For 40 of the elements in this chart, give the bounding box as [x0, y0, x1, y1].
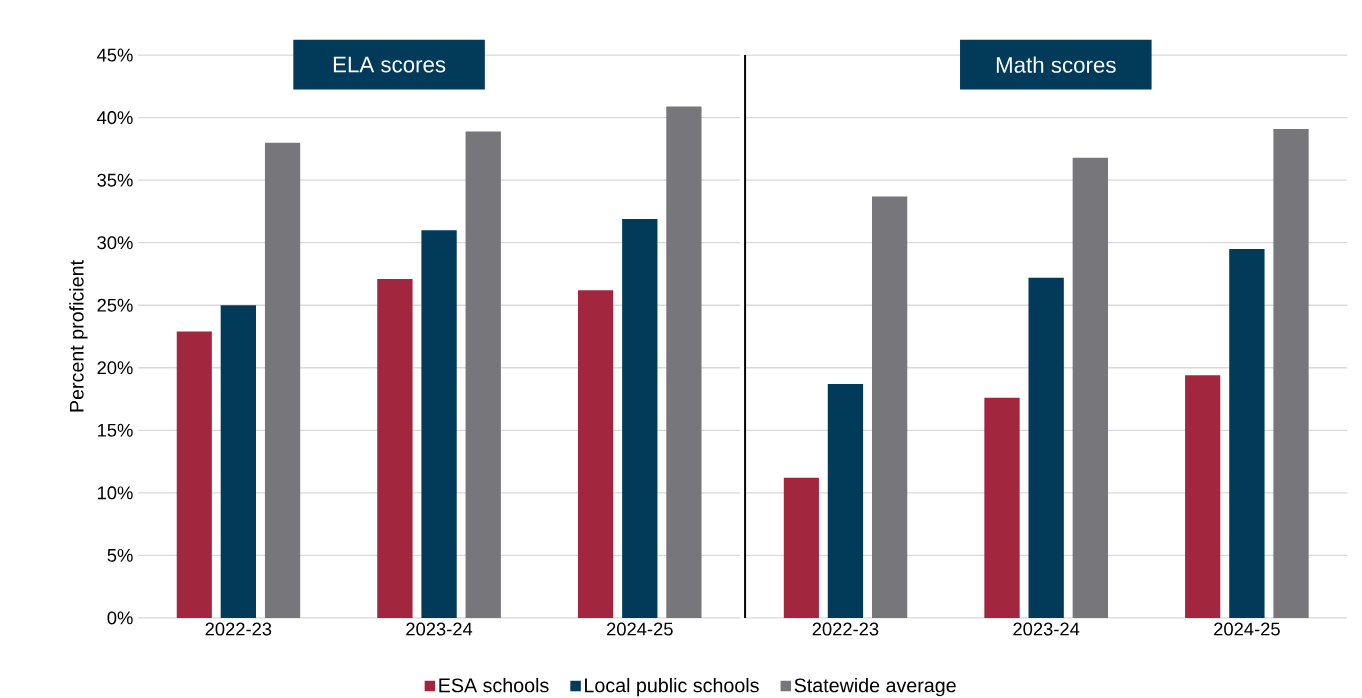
x-tick-label: 2023-24 — [1013, 622, 1080, 636]
y-tick-label: 25% — [97, 298, 133, 312]
x-tick-label: 2022-23 — [812, 622, 879, 636]
bar — [421, 230, 457, 619]
bar — [176, 331, 212, 619]
y-tick-label: 40% — [96, 111, 133, 125]
bar — [1273, 129, 1309, 619]
bar — [1229, 249, 1265, 619]
bar — [666, 106, 702, 619]
y-tick-label: 30% — [97, 236, 133, 250]
bar — [577, 290, 614, 619]
bar — [264, 142, 301, 619]
y-tick-label: 35% — [97, 173, 133, 187]
chart-title: ELA scores — [333, 57, 446, 73]
chart-title: Math scores — [996, 56, 1116, 74]
y-tick-label: 45% — [96, 48, 133, 62]
bar — [622, 219, 658, 619]
legend-label: ESA schools — [439, 678, 549, 693]
y-axis-title: Percent proficient — [69, 260, 88, 412]
y-tick-label: 5% — [107, 549, 133, 563]
x-tick-label: 2022-23 — [205, 622, 272, 636]
bar — [1185, 375, 1221, 619]
x-tick-label: 2024-25 — [607, 622, 673, 636]
bar — [984, 397, 1020, 619]
legend-label: Local public schools — [585, 678, 759, 697]
bar — [377, 279, 413, 619]
bar — [465, 131, 501, 619]
y-tick-label: 10% — [97, 486, 133, 500]
bar — [783, 478, 819, 619]
bar — [871, 196, 908, 619]
x-tick-label: 2024-25 — [1214, 622, 1280, 636]
y-tick-label: 15% — [97, 424, 133, 437]
y-tick-label: 20% — [97, 361, 133, 375]
bar — [1028, 277, 1064, 619]
x-tick-label: 2023-24 — [406, 622, 473, 636]
bar — [220, 305, 256, 619]
bar — [1072, 157, 1108, 619]
legend-label: Statewide average — [794, 678, 956, 697]
bar — [827, 384, 864, 619]
y-tick-label: 0% — [107, 611, 133, 625]
